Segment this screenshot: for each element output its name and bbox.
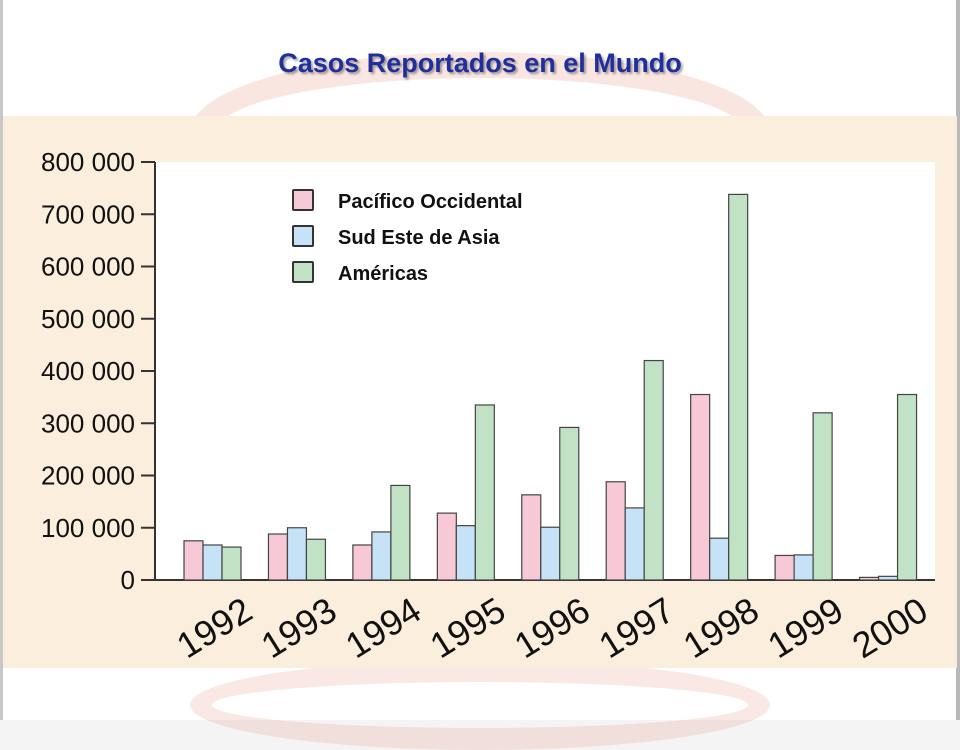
bar-2000-series-2 xyxy=(877,575,899,581)
x-tick-label: 1992 xyxy=(169,589,259,666)
bar-chart: 0 100 000 200 000 300 000 400 000 500 000 600 … xyxy=(41,147,935,666)
plot-area xyxy=(155,162,935,580)
bar-1998-series-2 xyxy=(709,537,730,581)
bar-1992-series-2 xyxy=(202,544,223,581)
bar-1992-series-3 xyxy=(221,546,242,581)
bar-1995-series-1 xyxy=(436,512,457,581)
bar-1994-series-3 xyxy=(390,484,411,581)
y-tick-label: 700 000 xyxy=(41,199,135,229)
bar-1997-series-2 xyxy=(624,507,645,581)
x-tick-label: 1995 xyxy=(423,589,513,666)
x-tick-label: 1996 xyxy=(507,589,597,666)
x-tick-label: 1999 xyxy=(761,589,851,666)
bar-1997-series-1 xyxy=(605,481,626,581)
legend-label: Américas xyxy=(338,263,429,285)
y-tick-label: 400 000 xyxy=(41,356,135,386)
legend-swatch xyxy=(292,225,314,247)
bar-1994-series-2 xyxy=(371,531,392,581)
left-border xyxy=(0,0,3,720)
bar-1996-series-1 xyxy=(521,494,542,581)
bar-1999-series-1 xyxy=(774,554,795,581)
legend-item: Sud Este de Asia xyxy=(292,222,612,258)
legend-item: Américas xyxy=(292,258,612,294)
bar-1995-series-2 xyxy=(455,525,476,581)
legend-label: Sud Este de Asia xyxy=(338,227,500,249)
legend-label: Pacífico Occidental xyxy=(338,191,523,213)
x-tick-label: 2000 xyxy=(845,589,935,666)
right-border xyxy=(956,0,960,720)
bar-1992-series-1 xyxy=(183,540,204,581)
legend-item: Pacífico Occidental xyxy=(292,186,612,222)
bar-1999-series-3 xyxy=(812,412,833,581)
y-tick-label: 0 xyxy=(121,565,135,595)
bar-1993-series-1 xyxy=(267,533,289,581)
bar-1998-series-3 xyxy=(728,193,749,581)
y-tick-label: 100 000 xyxy=(41,513,135,543)
y-tick-label: 500 000 xyxy=(41,304,135,334)
y-tick-label: 300 000 xyxy=(41,408,135,438)
x-tick-label: 1994 xyxy=(338,589,428,666)
bar-1999-series-2 xyxy=(793,554,814,581)
y-tick-label: 800 000 xyxy=(41,147,135,177)
chart-legend: Pacífico Occidental Sud Este de Asia Amé… xyxy=(292,186,612,294)
bar-1997-series-3 xyxy=(643,359,664,581)
bar-2000-series-1 xyxy=(858,576,880,581)
y-tick-label: 600 000 xyxy=(41,252,135,282)
bar-1996-series-2 xyxy=(540,526,561,581)
y-tick-label: 200 000 xyxy=(41,461,135,491)
bar-1993-series-2 xyxy=(286,527,308,581)
bar-1996-series-3 xyxy=(559,426,580,581)
bar-1995-series-3 xyxy=(474,404,495,581)
legend-swatch xyxy=(292,189,314,211)
x-tick-label: 1998 xyxy=(676,589,766,666)
legend-swatch xyxy=(292,261,314,283)
x-tick-label: 1993 xyxy=(254,589,344,666)
bar-2000-series-3 xyxy=(896,393,918,581)
x-tick-label: 1997 xyxy=(592,589,682,666)
page-title: Casos Reportados en el Mundo xyxy=(278,48,682,78)
bar-1994-series-1 xyxy=(352,544,373,581)
bar-1993-series-3 xyxy=(305,538,327,581)
bar-1998-series-1 xyxy=(690,393,711,581)
